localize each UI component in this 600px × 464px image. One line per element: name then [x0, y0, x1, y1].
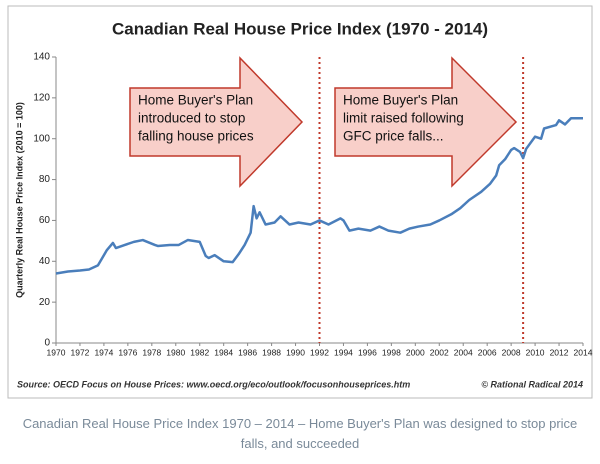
x-tick-label: 2006	[478, 347, 497, 357]
x-tick-label: 1982	[190, 347, 209, 357]
annotation-text: limit raised following	[343, 111, 464, 126]
y-tick-label: 120	[33, 92, 50, 103]
x-tick-label: 2012	[550, 347, 569, 357]
x-tick-label: 1980	[166, 347, 185, 357]
annotation-text: falling house prices	[138, 129, 254, 144]
annotation-text: introduced to stop	[138, 111, 245, 126]
x-tick-label: 1974	[94, 347, 113, 357]
y-tick-label: 60	[39, 215, 51, 226]
x-tick-label: 2004	[454, 347, 473, 357]
x-tick-label: 1984	[214, 347, 233, 357]
chart-frame	[7, 5, 593, 399]
y-tick-label: 0	[44, 338, 50, 349]
x-tick-label: 2002	[430, 347, 449, 357]
x-tick-label: 2000	[406, 347, 425, 357]
x-tick-label: 1970	[47, 347, 66, 357]
arrow	[129, 56, 304, 188]
annotation-text: GFC price falls...	[343, 129, 444, 144]
x-tick-label: 1992	[310, 347, 329, 357]
source-note: Source: OECD Focus on House Prices: www.…	[17, 379, 410, 389]
y-axis-label: Quarterly Real House Price Index (2010 =…	[14, 102, 24, 298]
x-tick-label: 1978	[142, 347, 161, 357]
x-tick-label: 1976	[118, 347, 137, 357]
y-tick-label: 80	[39, 174, 51, 185]
x-tick-label: 1988	[262, 347, 281, 357]
y-tick-label: 140	[33, 52, 50, 63]
x-tick-label: 1996	[358, 347, 377, 357]
chart: Canadian Real House Price Index (1970 - …	[7, 5, 593, 399]
x-tick-label: 1994	[334, 347, 353, 357]
annotation-text: Home Buyer's Plan	[343, 93, 458, 108]
x-tick-label: 1972	[70, 347, 89, 357]
y-tick-label: 20	[39, 297, 51, 308]
chart-title: Canadian Real House Price Index (1970 - …	[112, 19, 488, 38]
x-tick-label: 2010	[526, 347, 545, 357]
x-tick-label: 2008	[502, 347, 521, 357]
y-tick-label: 40	[39, 256, 51, 267]
x-tick-label: 1990	[286, 347, 305, 357]
data-line	[55, 117, 583, 275]
caption: Canadian Real House Price Index 1970 – 2…	[22, 416, 578, 451]
annotation-text: Home Buyer's Plan	[138, 93, 253, 108]
x-tick-label: 1986	[238, 347, 257, 357]
x-tick-label: 2014	[574, 347, 593, 357]
credit: © Rational Radical 2014	[481, 379, 583, 389]
y-tick-label: 100	[33, 133, 50, 144]
x-tick-label: 1998	[382, 347, 401, 357]
arrow	[334, 56, 518, 188]
